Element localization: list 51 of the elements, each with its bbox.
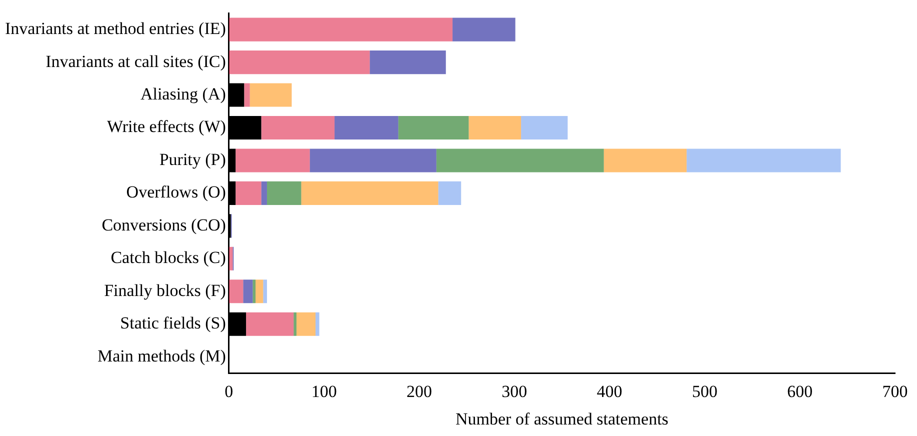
y-tick-label: Conversions (CO): [102, 215, 226, 234]
y-tick-label: Overflows (O): [126, 182, 226, 202]
bar: [246, 312, 294, 336]
bar: [243, 280, 253, 304]
x-tick-label: 400: [596, 382, 622, 401]
bar: [334, 116, 398, 140]
bar: [236, 148, 310, 172]
bar: [370, 50, 446, 74]
bar: [521, 116, 568, 140]
bar: [228, 50, 370, 74]
bar: [301, 181, 438, 205]
bar: [686, 148, 841, 172]
bar: [228, 280, 244, 304]
x-tick-label: 300: [502, 382, 528, 401]
y-tick-label: Invariants at method entries (IE): [4, 19, 226, 38]
bar: [438, 181, 462, 205]
bar: [452, 18, 516, 42]
y-tick-label: Finally blocks (F): [104, 280, 226, 300]
bar: [398, 116, 469, 140]
x-tick-label: 200: [406, 382, 432, 401]
x-tick-label: 500: [692, 382, 718, 401]
bar: [266, 181, 302, 205]
bar: [244, 83, 250, 107]
bar: [228, 246, 233, 270]
bar: [236, 181, 262, 205]
bar: [310, 148, 436, 172]
bar: [436, 148, 604, 172]
bar: [261, 181, 267, 205]
bar: [263, 280, 267, 304]
y-tick-label: Write effects (W): [107, 117, 226, 136]
bar: [316, 312, 320, 336]
bar: [250, 83, 292, 107]
y-tick-label: Invariants at call sites (IC): [46, 52, 226, 71]
y-tick-label: Aliasing (A): [140, 84, 226, 104]
bar: [296, 312, 316, 336]
bar: [294, 312, 296, 336]
bar: [252, 280, 256, 304]
x-tick-label: 700: [882, 382, 908, 401]
x-tick-label: 100: [311, 382, 337, 401]
y-tick-label: Main methods (M): [97, 346, 226, 366]
bar: [604, 148, 687, 172]
x-tick-label: 600: [787, 382, 813, 401]
x-tick-label: 0: [224, 382, 234, 401]
y-tick-label: Static fields (S): [120, 314, 226, 333]
bar: [468, 116, 522, 140]
bar: [261, 116, 335, 140]
bar: [256, 280, 264, 304]
x-axis-title: Number of assumed statements: [455, 409, 668, 428]
bar: [228, 18, 453, 42]
y-tick-label: Catch blocks (C): [110, 248, 226, 268]
y-tick-label: Purity (P): [159, 150, 226, 169]
